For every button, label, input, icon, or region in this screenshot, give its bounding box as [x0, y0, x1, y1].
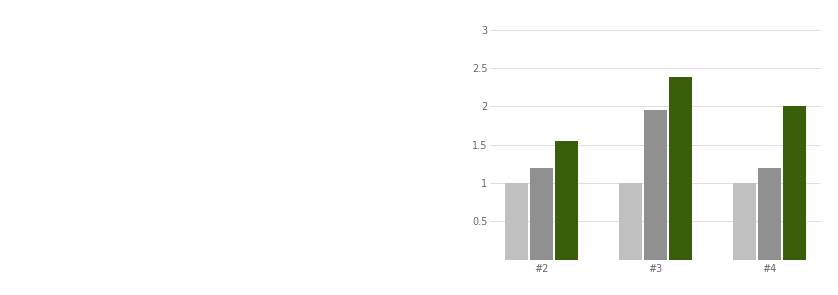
Bar: [758, 168, 781, 260]
Bar: [670, 77, 692, 260]
Bar: [556, 141, 578, 260]
Bar: [644, 110, 667, 260]
Bar: [530, 168, 553, 260]
Bar: [784, 106, 806, 260]
Bar: [733, 183, 756, 260]
Bar: [619, 183, 642, 260]
Bar: [505, 183, 528, 260]
